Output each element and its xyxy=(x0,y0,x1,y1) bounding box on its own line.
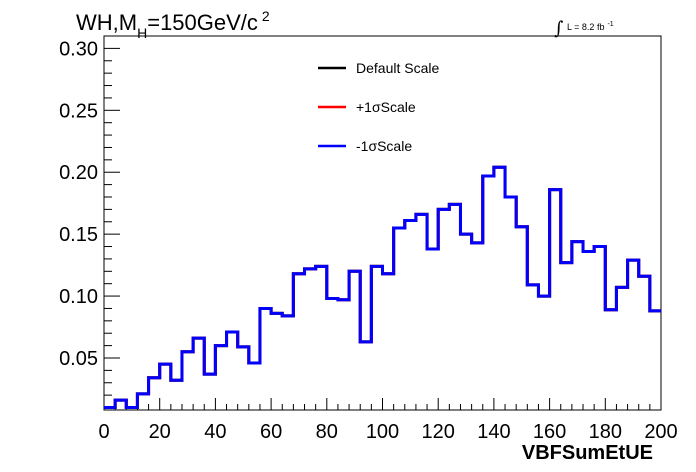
plot-frame xyxy=(103,35,662,411)
lumi-superscript: -1 xyxy=(607,21,613,28)
y-tick-label: 0.10 xyxy=(59,286,98,308)
y-tick-label: 0.30 xyxy=(59,38,98,60)
x-axis: 0 20 40 60 80 100 120 140 160 180 200 xyxy=(98,398,678,443)
x-tick-label: 120 xyxy=(422,421,455,443)
lumi-text: L = 8.2 fb xyxy=(567,22,604,32)
title-subscript: H xyxy=(137,25,147,41)
series-plus1sigma-scale xyxy=(104,165,661,410)
series-minus1sigma-scale xyxy=(104,165,661,410)
legend-label-default: Default Scale xyxy=(356,60,439,76)
x-tick-label: 20 xyxy=(149,421,171,443)
legend-label-plus1sigma: +1σScale xyxy=(356,99,416,115)
x-tick-label: 100 xyxy=(366,421,399,443)
y-tick-label: 0.15 xyxy=(59,224,98,246)
x-tick-label: 180 xyxy=(589,421,622,443)
x-tick-label: 40 xyxy=(204,421,226,443)
series-default-scale xyxy=(104,165,661,410)
lumi-integral: ∫ xyxy=(554,18,564,39)
y-axis: 0.05 0.10 0.15 0.20 0.25 0.30 xyxy=(59,38,120,409)
x-tick-label: 140 xyxy=(477,421,510,443)
x-tick-label: 160 xyxy=(533,421,566,443)
x-tick-label: 0 xyxy=(98,421,109,443)
x-tick-label: 60 xyxy=(260,421,282,443)
x-tick-label: 80 xyxy=(316,421,338,443)
lumi-label: L = 8.2 fb -1 xyxy=(567,21,614,32)
legend: Default Scale +1σScale -1σScale xyxy=(318,60,439,154)
y-tick-label: 0.05 xyxy=(59,348,98,370)
y-tick-label: 0.25 xyxy=(59,100,98,122)
legend-label-minus1sigma: -1σScale xyxy=(356,138,412,154)
series-layer xyxy=(104,165,661,410)
x-axis-label: VBFSumEtUE xyxy=(522,442,653,464)
y-tick-label: 0.20 xyxy=(59,162,98,184)
x-tick-label: 200 xyxy=(644,421,677,443)
chart-title: WH,MH=150GeV/c 2 xyxy=(76,8,270,41)
title-superscript: 2 xyxy=(262,8,270,24)
title-main: WH,M xyxy=(76,10,137,35)
title-after: =150GeV/c xyxy=(147,10,258,35)
